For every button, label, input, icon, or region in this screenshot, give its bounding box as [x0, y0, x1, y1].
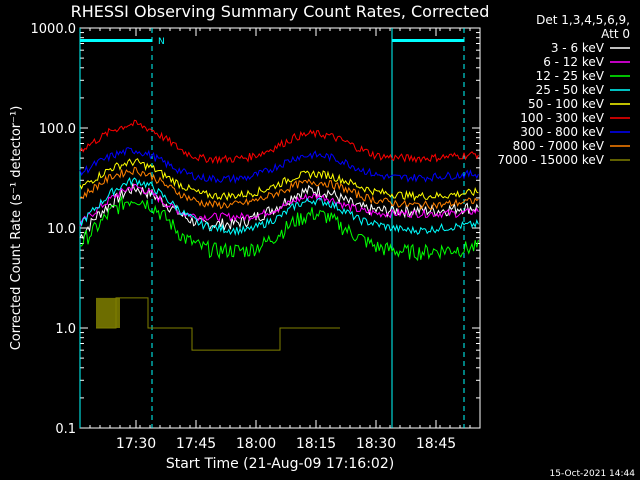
plot-frame [79, 27, 481, 429]
series-50-100-kev [79, 158, 479, 202]
series-7000-15000-kev [96, 297, 340, 351]
chart-title: RHESSI Observing Summary Count Rates, Co… [71, 2, 490, 21]
series-300-800-kev [79, 147, 479, 185]
x-tick-label: 18:30 [356, 436, 396, 452]
legend-label: 7000 - 15000 keV [497, 153, 604, 167]
series-12-25-kev [79, 195, 479, 262]
legend-label: 12 - 25 keV [536, 69, 605, 83]
y-tick-label: 0.1 [55, 422, 76, 437]
series-line [79, 147, 479, 185]
footer-stamp: 15-Oct-2021 14:44 [550, 469, 636, 479]
annotation-label: N [158, 37, 165, 47]
y-axis-label: Corrected Count Rate (s⁻¹ detector⁻¹) [9, 106, 24, 351]
x-tick-label: 18:00 [236, 436, 276, 452]
series-6-12-kev [79, 183, 479, 227]
night-markers: N [79, 28, 465, 428]
x-tick-label: 17:45 [176, 436, 216, 452]
legend-label: 100 - 300 keV [520, 111, 604, 125]
series-line [79, 166, 479, 210]
y-tick-label: 100.0 [39, 122, 76, 137]
plot-axes: 1000.0 100.0 10.0 1.0 0.1 17:30 17:45 18:00 18:1… [31, 22, 481, 452]
series-25-50-kev [79, 176, 479, 237]
series-line [79, 158, 479, 202]
x-axis-label: Start Time (21-Aug-09 17:16:02) [166, 456, 394, 472]
legend-label: 800 - 7000 keV [513, 139, 605, 153]
legend-label: 25 - 50 keV [536, 83, 605, 97]
series-burst-block [96, 297, 120, 328]
legend-label: 3 - 6 keV [551, 41, 605, 55]
series-line [96, 297, 340, 351]
y-tick-label: 1000.0 [31, 22, 77, 37]
series-line [79, 176, 479, 237]
x-tick-label: 18:15 [296, 436, 336, 452]
series-800-7000-kev [79, 166, 479, 210]
series-line [79, 195, 479, 262]
night-bar [392, 39, 464, 42]
series-line [79, 183, 479, 227]
legend-label: 300 - 800 keV [520, 125, 604, 139]
legend-label: 6 - 12 keV [543, 55, 605, 69]
legend-header-line-1: Det 1,3,4,5,6,9, [536, 13, 630, 27]
series-100-300-kev [79, 119, 479, 165]
series-group [79, 119, 479, 351]
legend-label: 50 - 100 keV [528, 97, 605, 111]
y-tick-label: 1.0 [55, 322, 76, 337]
legend-header-line-2: Att 0 [601, 27, 630, 41]
series-line [79, 119, 479, 165]
night-bar [80, 39, 152, 42]
x-tick-label: 18:45 [416, 436, 456, 452]
y-tick-label: 10.0 [47, 222, 76, 237]
x-tick-label: 17:30 [116, 436, 156, 452]
